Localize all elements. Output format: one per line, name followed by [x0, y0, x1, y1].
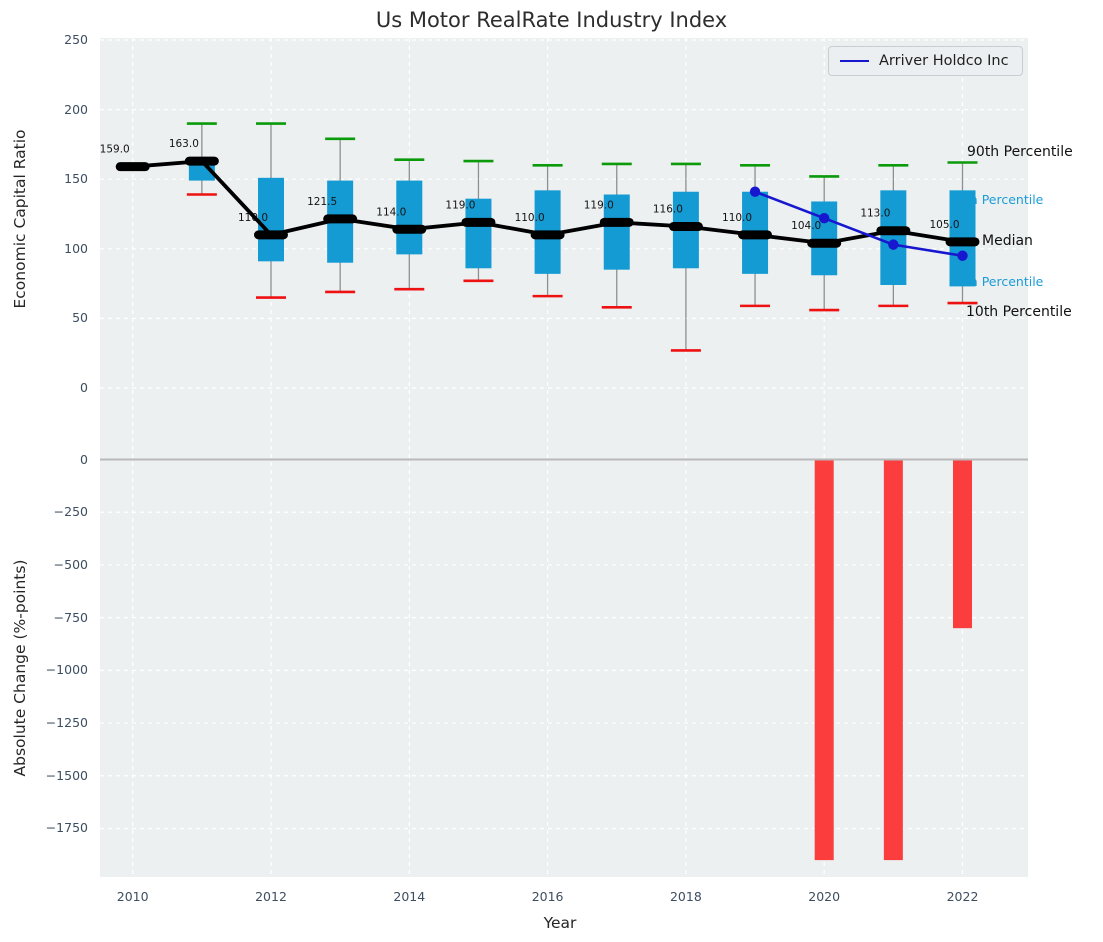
y-tick-bottom--1750: −1750	[45, 820, 88, 836]
x-tick-2020: 2020	[808, 889, 841, 904]
y-tick-top-100: 100	[64, 240, 88, 256]
plot-background	[100, 38, 1028, 877]
y-tick-bottom--1250: −1250	[45, 715, 88, 731]
x-tick-2022: 2022	[946, 889, 979, 904]
bottom-y-axis-label: Absolute Change (%-points)	[11, 559, 29, 777]
x-tick-2018: 2018	[669, 889, 702, 904]
y-tick-top-200: 200	[64, 101, 88, 117]
top-y-axis-label: Economic Capital Ratio	[11, 129, 29, 309]
median-annotation: Median	[982, 233, 1033, 249]
x-tick-2012: 2012	[255, 889, 287, 904]
legend-label: Arriver Holdco Inc	[879, 53, 1009, 69]
y-tick-bottom--750: −750	[53, 609, 88, 625]
p75-annotation: 75th Percentile	[966, 192, 1044, 206]
p10-annotation: 10th Percentile	[966, 304, 1072, 320]
y-tick-bottom--250: −250	[53, 504, 88, 520]
chart-title: Us Motor RealRate Industry Index	[375, 8, 728, 32]
y-tick-bottom--500: −500	[53, 556, 88, 572]
y-tick-bottom-0: 0	[80, 451, 88, 467]
y-tick-top-250: 250	[64, 32, 88, 47]
y-tick-top-50: 50	[72, 310, 88, 326]
y-tick-top-0: 0	[80, 380, 88, 395]
legend-line-sample	[840, 60, 869, 62]
x-tick-2010: 2010	[116, 889, 149, 904]
x-axis-label: Year	[543, 914, 577, 932]
p90-annotation: 90th Percentile	[967, 144, 1073, 160]
x-tick-2016: 2016	[531, 889, 564, 904]
y-tick-top-150: 150	[64, 171, 88, 187]
p25-annotation: 25th Percentile	[966, 274, 1044, 288]
legend: Arriver Holdco Inc	[828, 46, 1023, 76]
x-tick-2014: 2014	[393, 889, 426, 904]
y-tick-bottom--1500: −1500	[45, 767, 88, 783]
y-tick-bottom--1000: −1000	[45, 662, 88, 678]
